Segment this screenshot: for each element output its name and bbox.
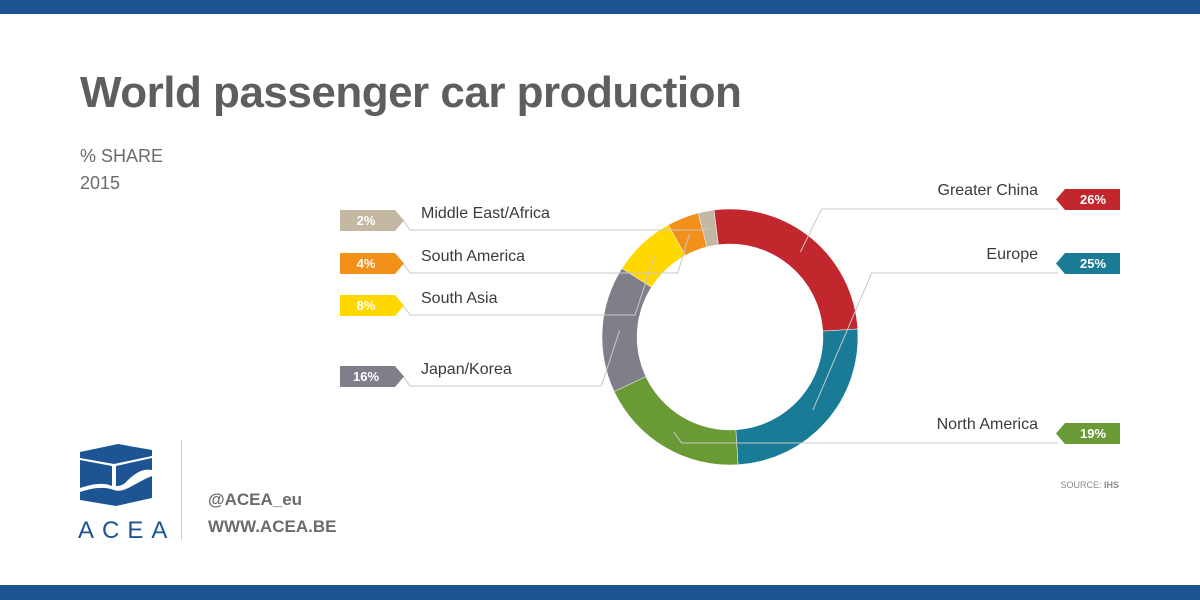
slice-label-japan-korea: Japan/Korea bbox=[421, 361, 512, 378]
source-note: SOURCE: IHS bbox=[1000, 480, 1119, 490]
twitter-handle[interactable]: @ACEA_eu bbox=[208, 490, 303, 509]
chart-title: World passenger car production bbox=[80, 68, 742, 117]
chart-subtitle-year: 2015 bbox=[80, 173, 121, 193]
leader-line-north-america bbox=[673, 431, 1058, 444]
acea-logo-text: ACEA bbox=[78, 517, 176, 544]
slice-label-south-america: South America bbox=[421, 248, 525, 265]
slice-label-middle-east-africa: Middle East/Africa bbox=[421, 205, 550, 222]
slice-label-europe: Europe bbox=[986, 246, 1038, 263]
acea-logo bbox=[78, 442, 158, 544]
source-value: IHS bbox=[1103, 480, 1119, 490]
value-badge-europe bbox=[1056, 253, 1120, 274]
source-label: SOURCE: bbox=[1060, 480, 1102, 490]
value-label-europe: 25% bbox=[1080, 256, 1106, 271]
value-label-south-asia: 8% bbox=[357, 298, 376, 313]
value-badge-north-america bbox=[1056, 423, 1120, 444]
slice-label-greater-china: Greater China bbox=[938, 182, 1039, 199]
chart-subtitle-unit: % SHARE bbox=[80, 146, 164, 166]
value-badge-south-asia bbox=[340, 295, 404, 316]
value-label-north-america: 19% bbox=[1080, 426, 1106, 441]
slice-label-north-america: North America bbox=[937, 416, 1038, 433]
leader-line-europe bbox=[812, 272, 1058, 411]
value-label-south-america: 4% bbox=[357, 256, 376, 271]
value-label-greater-china: 26% bbox=[1080, 192, 1106, 207]
value-label-japan-korea: 16% bbox=[353, 369, 379, 384]
leader-line-japan-korea bbox=[402, 329, 621, 387]
value-badge-middle-east-africa bbox=[340, 210, 404, 231]
top-brand-bar bbox=[0, 0, 1200, 14]
donut-slice-europe bbox=[735, 328, 859, 466]
donut-slice-north-america bbox=[613, 376, 739, 466]
bottom-brand-bar bbox=[0, 585, 1200, 600]
footer-divider bbox=[181, 440, 182, 540]
value-badge-japan-korea bbox=[340, 366, 404, 387]
leader-line-middle-east-africa bbox=[402, 219, 710, 231]
acea-logo-icon bbox=[80, 444, 152, 506]
donut-slice-greater-china bbox=[713, 208, 859, 332]
value-label-middle-east-africa: 2% bbox=[357, 213, 376, 228]
website-link[interactable]: WWW.ACEA.BE bbox=[208, 517, 337, 536]
slice-label-south-asia: South Asia bbox=[421, 290, 498, 307]
value-badge-south-america bbox=[340, 253, 404, 274]
value-badge-greater-china bbox=[1056, 189, 1120, 210]
leader-line-south-asia bbox=[402, 256, 655, 316]
leader-line-south-america bbox=[402, 234, 690, 274]
leader-line-greater-china bbox=[799, 208, 1058, 253]
